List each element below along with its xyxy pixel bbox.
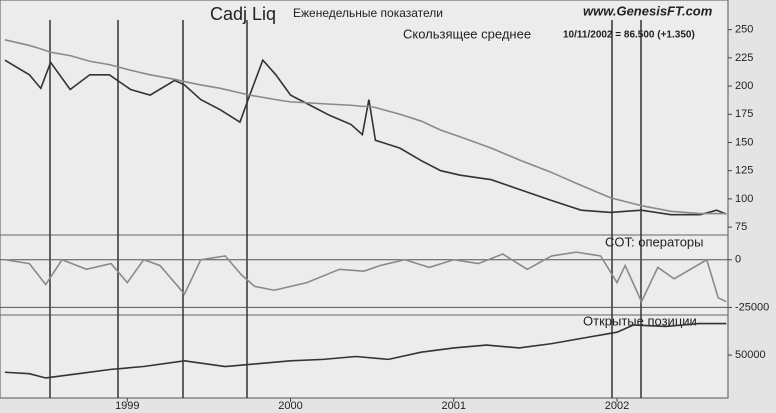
y-tick-label: 200 (735, 80, 753, 92)
y-tick-label: 125 (735, 165, 753, 177)
y-tick-label: 225 (735, 52, 753, 64)
series-line (4, 39, 727, 215)
x-tick-label: 2000 (278, 400, 302, 412)
y-tick-label: 250 (735, 24, 753, 36)
x-tick-label: 2002 (605, 400, 629, 412)
source: www.GenesisFT.com (583, 3, 713, 18)
panel-title: COT: операторы (605, 234, 704, 249)
chart-title: Cadj Liq (210, 4, 276, 24)
x-tick-label: 1999 (115, 400, 139, 412)
x-tick-label: 2001 (442, 400, 466, 412)
y-tick-label: 100 (735, 193, 753, 205)
plot-area (0, 0, 729, 399)
annotation: 10/11/2002 = 86.500 (+1.350) (563, 30, 695, 41)
panel-title: Открытые позиции (583, 313, 697, 328)
y-tick-label: 175 (735, 108, 753, 120)
series-line (4, 322, 727, 379)
series-line (4, 251, 727, 304)
y-tick-label: 50000 (735, 349, 766, 361)
event-lines (49, 20, 642, 398)
y-tick-label: 0 (735, 254, 741, 266)
subtitle: Еженедельные показатели (293, 6, 443, 20)
y-tick-label: -25000 (735, 301, 769, 313)
y-tick-label: 75 (735, 221, 747, 233)
y-tick-label: 150 (735, 136, 753, 148)
legend-entry: Скользящее среднее (403, 26, 531, 41)
series-line (4, 58, 727, 216)
